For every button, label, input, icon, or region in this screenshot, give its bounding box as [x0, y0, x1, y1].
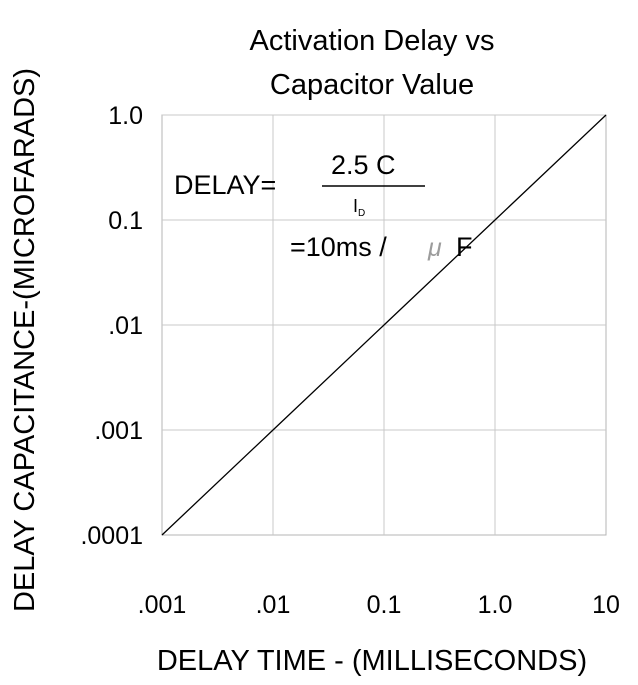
formula-annotation: DELAY= 2.5 C ID =10ms / μ F	[174, 150, 473, 262]
y-tick-label: 1.0	[108, 102, 143, 130]
x-tick-label: 10	[592, 591, 620, 619]
plot-area	[161, 114, 607, 536]
series-group	[161, 114, 607, 536]
y-tick-label: 0.1	[108, 207, 143, 235]
y-tick-labels: .0001 .001 .01 0.1 1.0	[80, 102, 143, 550]
formula-mu: μ	[427, 234, 442, 262]
formula-rate: =10ms /	[290, 232, 387, 262]
grid	[162, 114, 606, 535]
y-axis-label: DELAY CAPACITANCE-(MICROFARADS)	[9, 68, 41, 612]
x-tick-label: 1.0	[478, 591, 513, 619]
y-tick-label: .001	[94, 417, 143, 445]
chart-subtitle: Capacitor Value	[270, 69, 474, 101]
formula-lhs: DELAY=	[174, 170, 276, 200]
x-axis-label: DELAY TIME - (MILLISECONDS)	[157, 645, 587, 677]
x-tick-label: .01	[256, 591, 291, 619]
x-tick-labels: .001 .01 0.1 1.0 10	[138, 591, 620, 619]
denominator-letter: I	[353, 196, 358, 216]
chart-title: Activation Delay vs	[250, 25, 495, 57]
y-tick-label: .01	[108, 312, 143, 340]
x-tick-label: .001	[138, 591, 187, 619]
x-tick-label: 0.1	[367, 591, 402, 619]
formula-unit: F	[456, 232, 473, 262]
series-line	[161, 114, 607, 536]
formula-numerator: 2.5 C	[331, 150, 396, 180]
denominator-subscript: D	[358, 208, 365, 219]
y-tick-label: .0001	[80, 522, 143, 550]
formula-denominator: ID	[353, 196, 365, 219]
